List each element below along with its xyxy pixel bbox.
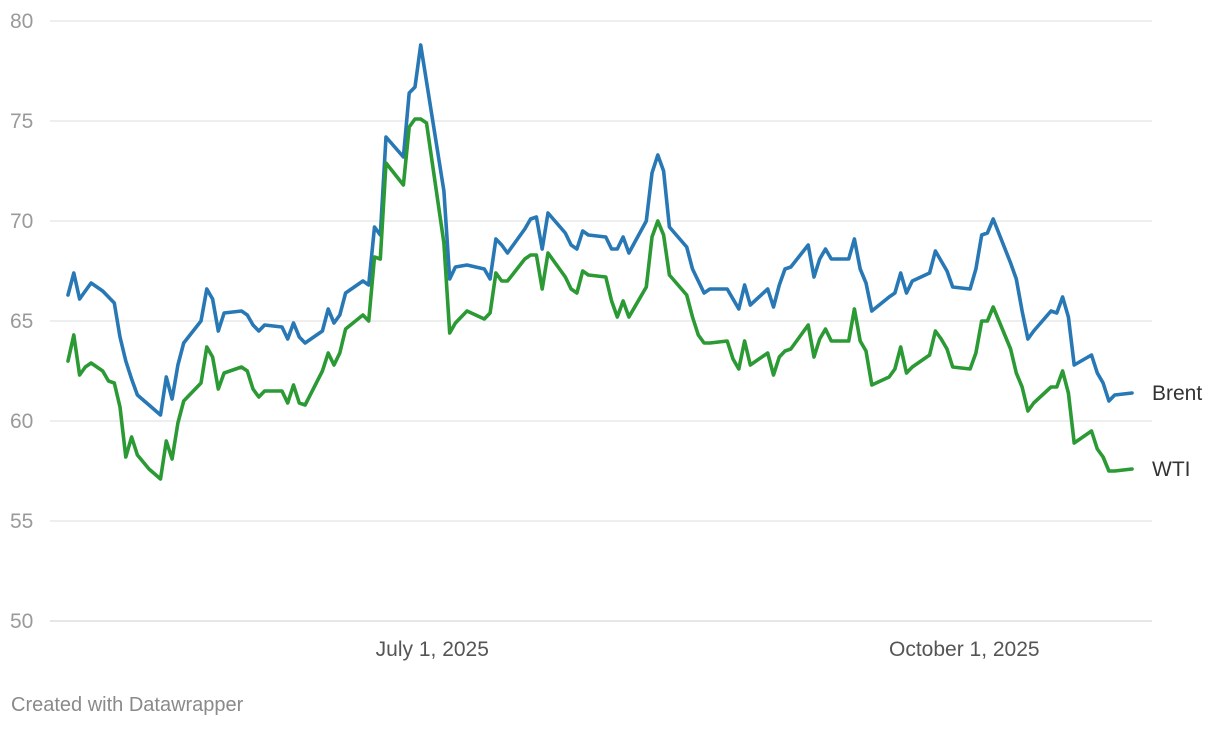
- y-tick-label-55: 55: [10, 510, 33, 533]
- y-tick-label-65: 65: [10, 310, 33, 333]
- line-chart: 50 55 60 65 70 75 80 July 1, 2025 October 1, 202…: [10, 10, 1202, 661]
- x-tick-label-0: July 1, 2025: [376, 638, 489, 661]
- y-tick-label-80: 80: [10, 10, 33, 33]
- datawrapper-credit[interactable]: Created with Datawrapper: [11, 694, 244, 716]
- series-label-wti: WTI: [1152, 458, 1190, 481]
- series-line-brent: [66, 43, 1134, 417]
- series-label-brent: Brent: [1152, 382, 1202, 405]
- x-tick-label-1: October 1, 2025: [889, 638, 1040, 661]
- y-tick-label-75: 75: [10, 110, 33, 133]
- y-tick-label-70: 70: [10, 210, 33, 233]
- y-tick-label-60: 60: [10, 410, 33, 433]
- chart-canvas: 50 55 60 65 70 75 80 July 1, 2025 October 1, 202…: [10, 10, 1202, 661]
- series-line-wti: [66, 117, 1134, 481]
- y-tick-label-50: 50: [10, 610, 33, 633]
